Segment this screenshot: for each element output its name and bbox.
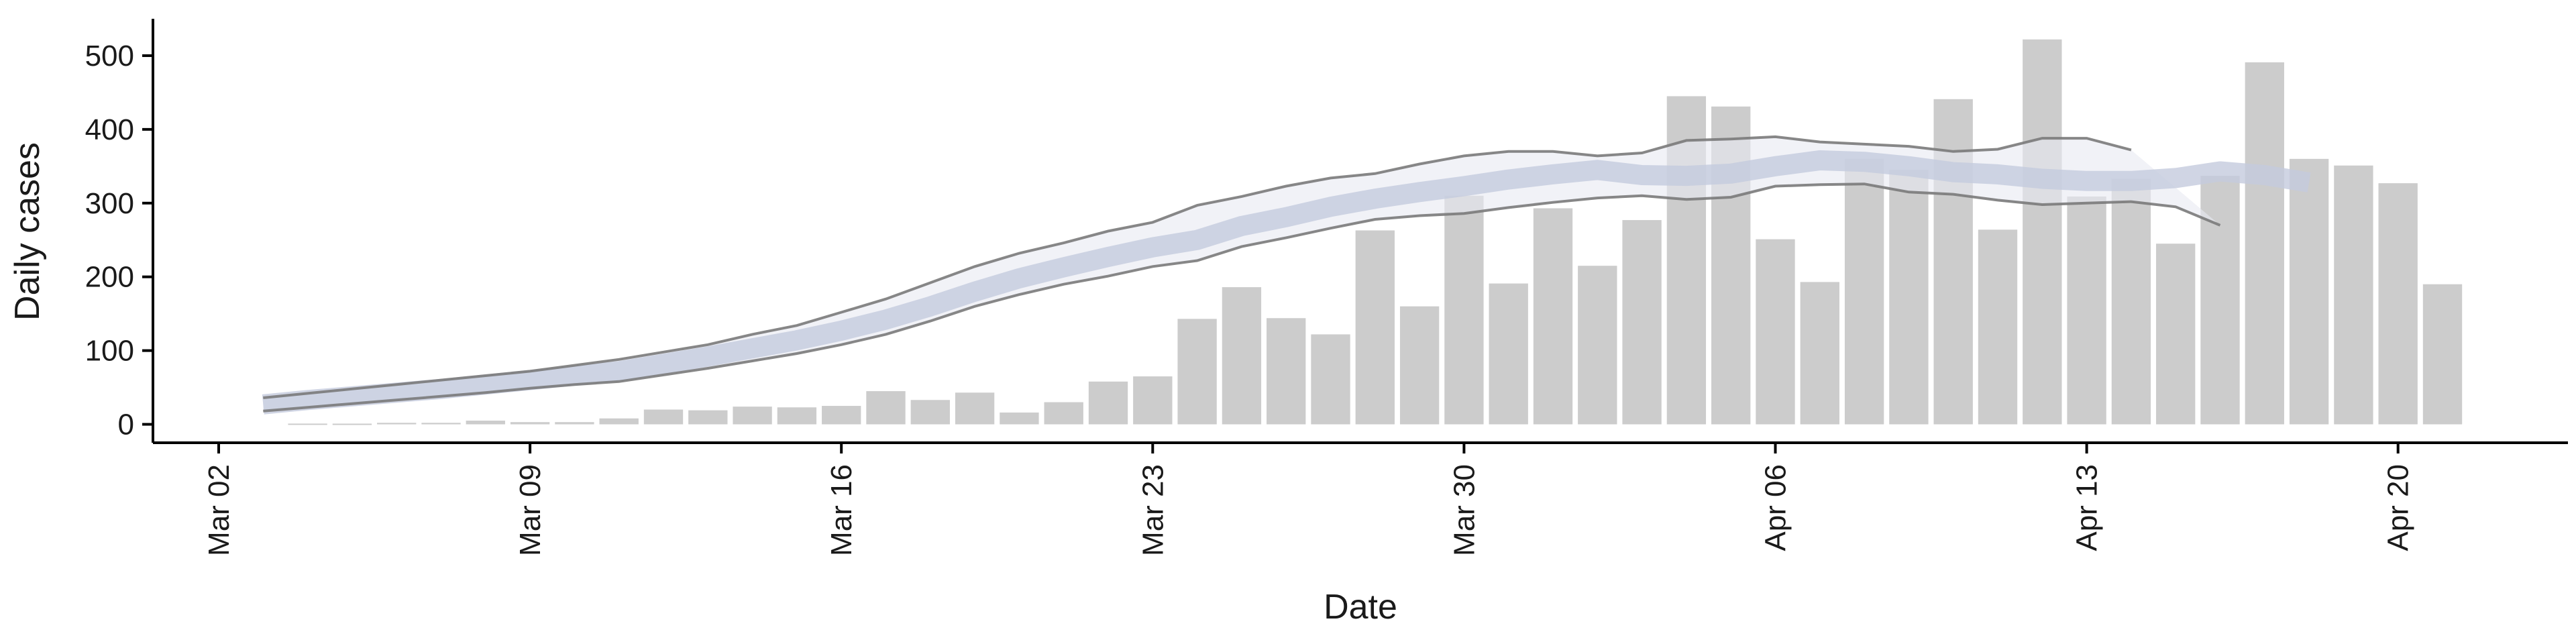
y-axis-title: Daily cases bbox=[8, 142, 47, 321]
x-axis-title: Date bbox=[1324, 588, 1397, 627]
y-tick-label: 0 bbox=[118, 409, 134, 441]
estimate-median-line bbox=[262, 150, 2311, 415]
estimate-lower-line bbox=[263, 182, 2221, 413]
bar bbox=[910, 400, 950, 425]
bar bbox=[1578, 266, 1617, 425]
y-tick-label: 200 bbox=[85, 261, 134, 294]
bar bbox=[2200, 176, 2240, 425]
x-tick-label: Mar 23 bbox=[1136, 464, 1169, 556]
bar bbox=[2289, 158, 2329, 425]
bar bbox=[2378, 183, 2418, 425]
y-tick-label: 500 bbox=[85, 40, 134, 72]
bar bbox=[1311, 334, 1350, 425]
bar bbox=[555, 422, 594, 425]
bar bbox=[1088, 381, 1128, 425]
bar bbox=[1489, 283, 1528, 425]
y-ticks: 0 100 200 300 400 500 bbox=[85, 40, 153, 441]
bar bbox=[1756, 239, 1795, 425]
bar bbox=[1889, 170, 1929, 425]
x-tick-label: Apr 13 bbox=[2071, 464, 2104, 551]
bar bbox=[688, 410, 728, 425]
bar bbox=[1399, 306, 1440, 425]
bar bbox=[377, 423, 417, 425]
bar bbox=[466, 421, 505, 425]
bar bbox=[421, 423, 461, 425]
bar bbox=[822, 406, 861, 425]
bar bbox=[1044, 402, 1083, 425]
bar bbox=[955, 392, 995, 425]
bar bbox=[1444, 195, 1484, 425]
bar bbox=[2245, 62, 2284, 425]
bar bbox=[2422, 284, 2463, 425]
bar bbox=[777, 407, 817, 425]
bar bbox=[2067, 196, 2106, 425]
bar bbox=[1222, 287, 1262, 425]
bar bbox=[1355, 230, 1395, 425]
y-tick-label: 400 bbox=[85, 113, 134, 146]
bar bbox=[2156, 244, 2196, 425]
bar bbox=[1133, 376, 1173, 425]
y-tick-label: 300 bbox=[85, 187, 134, 220]
x-tick-label: Apr 06 bbox=[1760, 464, 1792, 551]
bar bbox=[643, 409, 684, 425]
x-ticks: Mar 02 Mar 09 Mar 16 Mar 23 Mar 30 Apr 06 Apr … bbox=[203, 443, 2415, 556]
bar bbox=[2023, 39, 2062, 425]
bar bbox=[1933, 99, 1973, 425]
y-tick-label: 100 bbox=[85, 335, 134, 368]
bar bbox=[599, 418, 639, 425]
bar bbox=[1177, 319, 1217, 425]
case-bars bbox=[288, 39, 2463, 425]
bar bbox=[2111, 178, 2151, 425]
bar bbox=[1800, 282, 1839, 425]
x-tick-label: Mar 02 bbox=[203, 464, 235, 556]
x-tick-label: Apr 20 bbox=[2382, 464, 2415, 551]
estimate-band bbox=[262, 135, 2311, 415]
bar bbox=[510, 422, 550, 425]
bar bbox=[1533, 208, 1573, 425]
bar bbox=[733, 407, 772, 425]
bar bbox=[332, 423, 372, 425]
bar bbox=[1622, 220, 1662, 425]
x-tick-label: Mar 30 bbox=[1448, 464, 1481, 556]
bar bbox=[866, 391, 906, 425]
x-tick-label: Mar 09 bbox=[514, 464, 547, 556]
bar bbox=[1844, 158, 1884, 425]
estimate-upper-line bbox=[263, 135, 2132, 399]
bar bbox=[2334, 165, 2373, 425]
bar bbox=[1000, 412, 1039, 425]
bar bbox=[1267, 318, 1306, 425]
bar bbox=[288, 423, 327, 425]
bar bbox=[1978, 229, 2018, 425]
x-tick-label: Mar 16 bbox=[825, 464, 858, 556]
